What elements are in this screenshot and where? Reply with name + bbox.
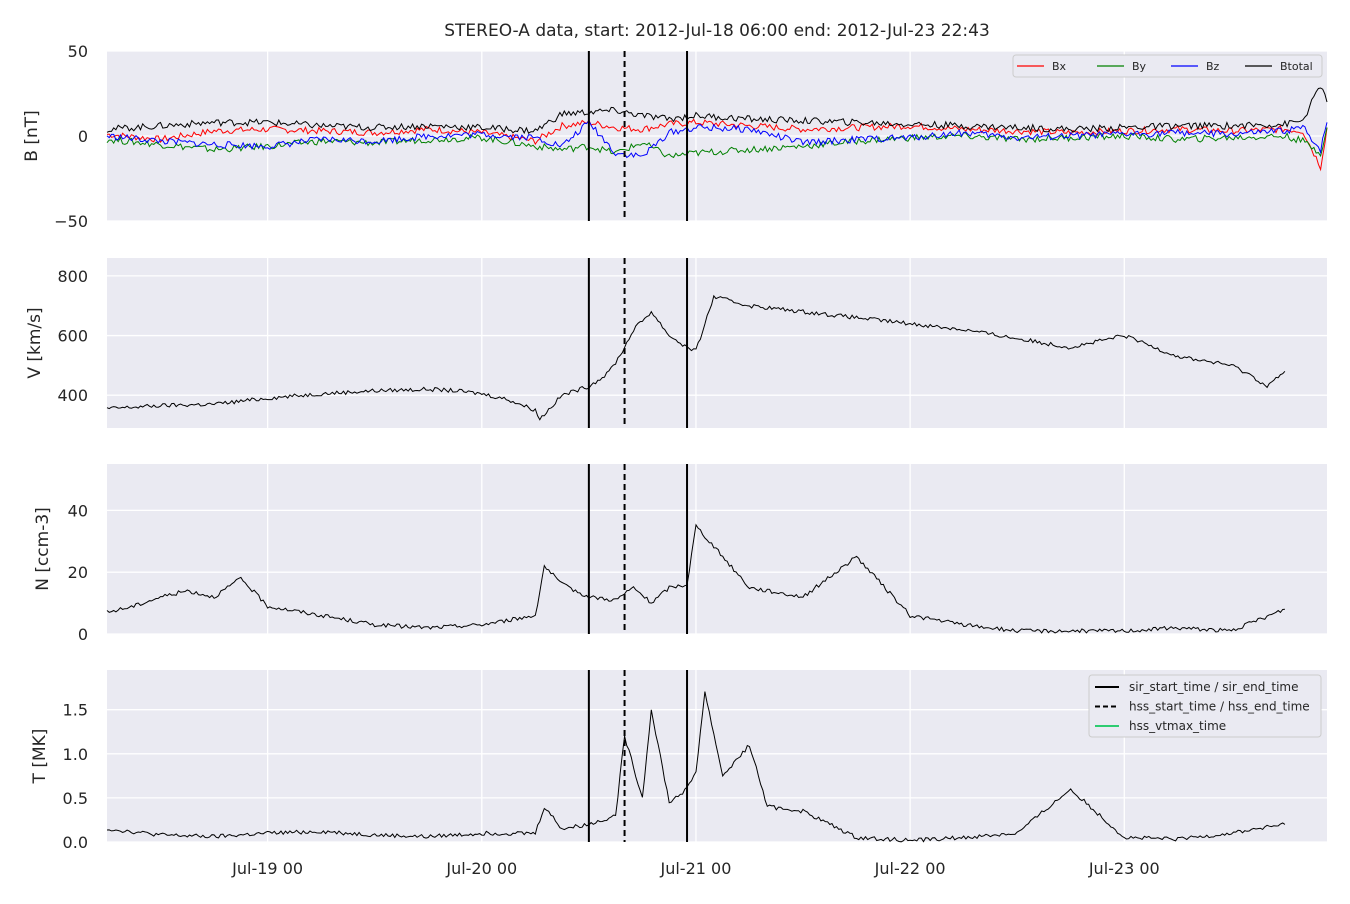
series-line xyxy=(106,691,1286,843)
y-tick-label: −50 xyxy=(54,212,88,231)
x-tick-label: Jul-21 00 xyxy=(660,859,732,878)
legend-label: hss_vtmax_time xyxy=(1129,719,1226,733)
y-tick-label: 800 xyxy=(57,267,88,286)
x-tick-label: Jul-23 00 xyxy=(1088,859,1160,878)
y-tick-label: 400 xyxy=(57,386,88,405)
series-line-by xyxy=(106,127,1328,159)
legend-label: By xyxy=(1132,60,1147,73)
series-line-bz xyxy=(106,119,1328,159)
x-tick-label: Jul-20 00 xyxy=(445,859,517,878)
y-axis-label: N [ccm-3] xyxy=(33,507,53,591)
x-tick-label: Jul-19 00 xyxy=(231,859,303,878)
series-line xyxy=(106,294,1286,421)
panel-B: 50 0 −50 B [nT] xyxy=(22,42,1328,231)
y-axis-label: T [MK] xyxy=(30,729,50,785)
y-tick-label: 0 xyxy=(78,127,88,146)
y-tick-label: 0.5 xyxy=(63,789,88,808)
panel-V: 800 600 400 V [km/s] xyxy=(25,258,1327,428)
legend-label: Bx xyxy=(1052,60,1067,73)
y-axis-label: V [km/s] xyxy=(25,307,45,378)
legend-box xyxy=(1088,674,1322,738)
y-tick-label: 0.0 xyxy=(63,833,88,852)
y-tick-label: 20 xyxy=(68,563,88,582)
series-line xyxy=(106,523,1285,634)
y-tick-label: 1.5 xyxy=(63,701,88,720)
y-tick-label: 40 xyxy=(68,501,88,520)
legend-label: Bz xyxy=(1206,60,1220,73)
y-tick-label: 0 xyxy=(78,625,88,644)
legend-box xyxy=(1012,54,1323,78)
y-axis-label: B [nT] xyxy=(22,110,42,162)
t-legend: sir_start_time / sir_end_time hss_start_t… xyxy=(1088,674,1322,738)
series-line-btotal xyxy=(106,87,1328,135)
b-legend: Bx By Bz Btotal xyxy=(1012,54,1323,78)
panels: 50 0 −50 B [nT] 800 600 400 V [km/s] 40 20 0 N [ccm… xyxy=(22,42,1328,878)
chart-title: STEREO-A data, start: 2012-Jul-18 06:00 … xyxy=(444,21,990,41)
y-tick-label: 50 xyxy=(68,42,88,61)
legend-label: hss_start_time / hss_end_time xyxy=(1129,700,1310,714)
legend-label: Btotal xyxy=(1280,60,1313,73)
y-tick-label: 600 xyxy=(57,327,88,346)
legend-label: sir_start_time / sir_end_time xyxy=(1129,680,1299,694)
x-tick-label: Jul-22 00 xyxy=(874,859,946,878)
y-tick-label: 1.0 xyxy=(63,745,88,764)
panel-N: 40 20 0 N [ccm-3] xyxy=(33,464,1327,644)
